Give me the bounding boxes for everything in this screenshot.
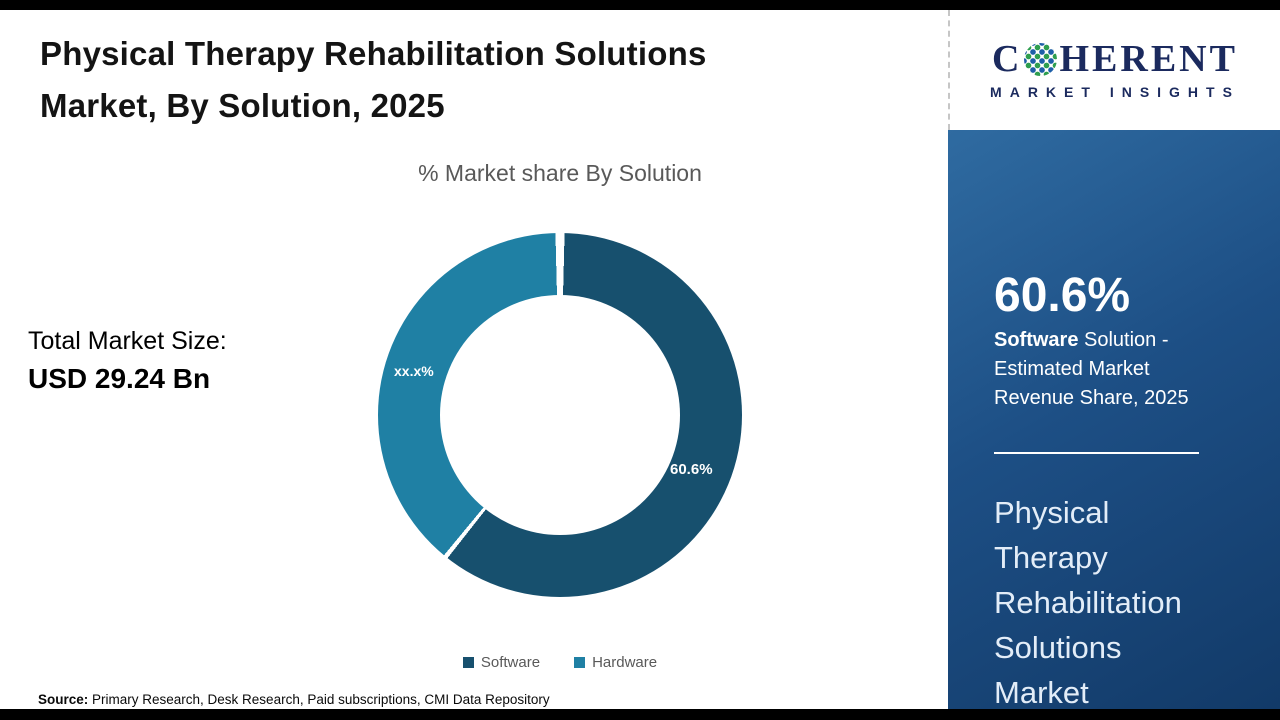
donut-hole: [440, 295, 680, 535]
stat-value: 60.6%: [994, 269, 1131, 322]
chart-subtitle: % Market share By Solution: [418, 160, 702, 186]
total-market-size-value: USD 29.24 Bn: [28, 363, 211, 394]
page-title: Physical Therapy Rehabilitation Solution…: [40, 28, 810, 132]
slice-label-software: 60.6%: [670, 461, 713, 478]
sidebar-panel: 60.6% Software Solution - Estimated Mark…: [948, 130, 1280, 710]
page-title-line-2: Market, By Solution, 2025: [40, 87, 445, 124]
slice-label-hardware: xx.x%: [394, 363, 434, 379]
source-line: Source: Primary Research, Desk Research,…: [38, 692, 550, 707]
logo-subtitle: MARKET INSIGHTS: [990, 84, 1240, 100]
sidebar: C HERENT MARKET INSIGHTS 60.6% Software …: [948, 10, 1280, 710]
stat-description: Software Solution - Estimated Market Rev…: [994, 326, 1189, 413]
logo-text-post: HERENT: [1059, 38, 1238, 80]
coherent-logo: C HERENT: [992, 40, 1238, 78]
total-market-size-label: Total Market Size:: [28, 327, 227, 355]
bottom-black-bar: [0, 709, 1280, 720]
main-chart-area: Physical Therapy Rehabilitation Solution…: [0, 10, 948, 709]
stat-description-rest: Solution - Estimated Market Revenue Shar…: [994, 329, 1189, 409]
donut-chart-container: 60.6% xx.x%: [378, 233, 742, 597]
source-label: Source:: [38, 692, 89, 707]
page-title-line-1: Physical Therapy Rehabilitation Solution…: [40, 35, 707, 72]
logo-text-pre: C: [992, 38, 1023, 80]
stat-description-bold: Software: [994, 329, 1079, 351]
legend-swatch-software: [462, 657, 474, 668]
top-black-bar: [0, 0, 1280, 10]
panel-divider: [994, 452, 1199, 454]
legend-label-software: Software: [480, 654, 541, 671]
coherent-logo-dotted-o-icon: [1024, 42, 1058, 76]
logo-area: C HERENT MARKET INSIGHTS: [948, 10, 1280, 130]
chart-legend: Software Hardware: [170, 654, 950, 671]
donut-chart: 60.6% xx.x%: [378, 233, 742, 597]
source-text: Primary Research, Desk Research, Paid su…: [88, 692, 550, 707]
legend-item-software: Software: [462, 654, 541, 671]
legend-label-hardware: Hardware: [592, 654, 658, 671]
panel-report-title: Physical Therapy Rehabilitation Solution…: [994, 495, 1182, 710]
legend-item-hardware: Hardware: [574, 654, 657, 671]
legend-swatch-hardware: [574, 657, 586, 668]
